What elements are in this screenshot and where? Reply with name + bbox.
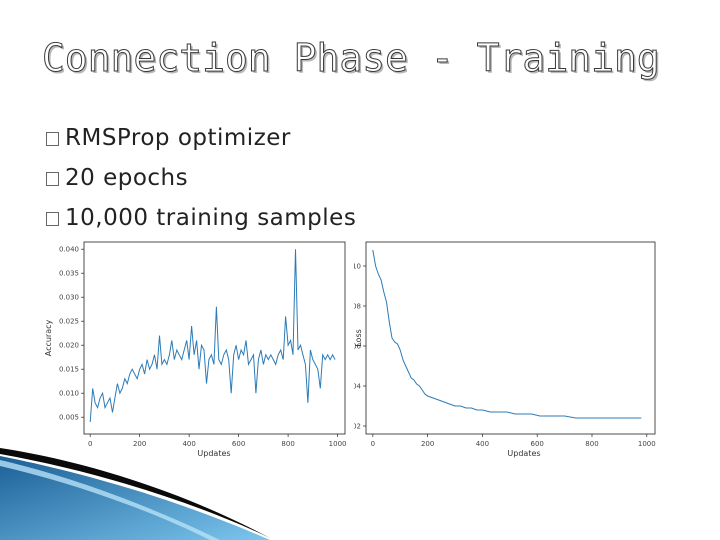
y-tick-label: 0.010 bbox=[59, 390, 79, 398]
slide-title: Connection Phase - Training bbox=[42, 36, 661, 81]
swoosh-black-stroke bbox=[0, 448, 270, 538]
y-tick-label: 0.008 bbox=[354, 303, 361, 311]
bullet-item: 10,000 training samples bbox=[46, 198, 356, 238]
y-tick-label: 0.020 bbox=[59, 342, 79, 350]
bullet-text: 20 epochs bbox=[65, 165, 189, 191]
bullet-box-icon bbox=[46, 172, 59, 186]
accuracy-line bbox=[89, 249, 336, 423]
x-tick-label: 400 bbox=[476, 440, 489, 448]
loss-chart: 020040060080010000.0020.0040.0060.0080.0… bbox=[341, 238, 660, 464]
plot-frame bbox=[365, 241, 656, 435]
y-axis-label: Loss bbox=[354, 329, 363, 347]
y-tick-label: 0.005 bbox=[59, 414, 79, 422]
x-tick-label: 400 bbox=[182, 440, 195, 448]
bullet-text: RMSProp optimizer bbox=[65, 125, 291, 151]
y-tick-label: 0.010 bbox=[354, 263, 361, 271]
x-tick-label: 200 bbox=[421, 440, 434, 448]
bullet-item: RMSProp optimizer bbox=[46, 118, 356, 158]
bullet-item: 20 epochs bbox=[46, 158, 356, 198]
y-tick-label: 0.025 bbox=[59, 318, 79, 326]
y-tick-label: 0.004 bbox=[354, 383, 362, 391]
x-tick-label: 800 bbox=[281, 440, 294, 448]
accuracy-chart: 0 200 400 600 800 1000 0.005 0.010 0.015 0.020 0.0… bbox=[42, 238, 348, 464]
x-axis-label: Updates bbox=[507, 449, 540, 458]
decorative-swoosh bbox=[0, 448, 270, 540]
x-axis-label: Updates bbox=[197, 449, 230, 458]
bullet-box-icon bbox=[46, 212, 59, 226]
x-tick-label: 1000 bbox=[329, 440, 347, 448]
swoosh-highlight bbox=[0, 460, 220, 540]
x-tick-label: 600 bbox=[531, 440, 544, 448]
x-tick-label: 1000 bbox=[638, 440, 656, 448]
bullet-text: 10,000 training samples bbox=[65, 205, 357, 231]
bullet-list: RMSProp optimizer 20 epochs 10,000 train… bbox=[46, 118, 356, 238]
y-tick-label: 0.040 bbox=[59, 246, 79, 254]
x-tick-label: 200 bbox=[133, 440, 146, 448]
y-axis-label: Accuracy bbox=[44, 319, 53, 356]
x-tick-label: 800 bbox=[585, 440, 598, 448]
accuracy-chart-svg: 0 200 400 600 800 1000 0.005 0.010 0.015 0.020 0.0… bbox=[44, 241, 347, 458]
x-tick-label: 600 bbox=[232, 440, 245, 448]
x-tick-label: 0 bbox=[371, 440, 375, 448]
y-tick-label: 0.035 bbox=[59, 270, 79, 278]
swoosh-blue-shape bbox=[0, 456, 270, 540]
x-tick-label: 0 bbox=[88, 440, 92, 448]
plot-frame bbox=[83, 241, 346, 435]
loss-chart-svg: 020040060080010000.0020.0040.0060.0080.0… bbox=[341, 241, 656, 458]
loss-line bbox=[372, 249, 642, 419]
y-tick-label: 0.030 bbox=[59, 294, 79, 302]
y-tick-label: 0.015 bbox=[59, 366, 79, 374]
bullet-box-icon bbox=[46, 132, 59, 146]
